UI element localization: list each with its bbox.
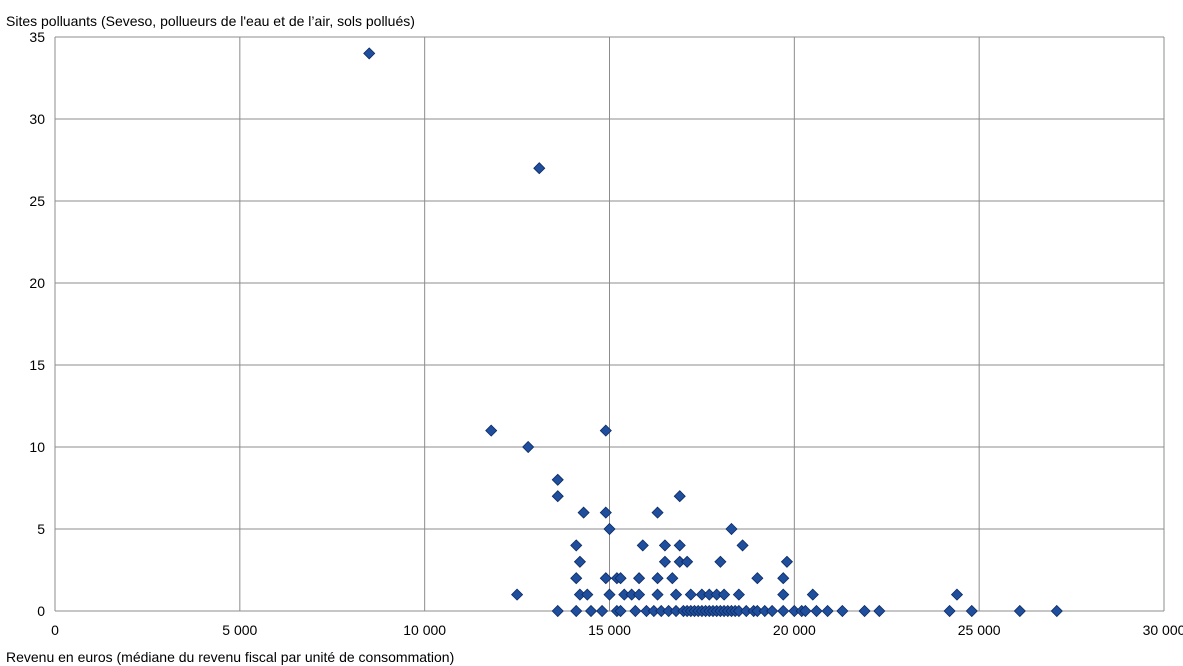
data-point [1050,604,1063,618]
data-point [633,572,646,585]
data-point [651,588,664,601]
x-axis-title: Revenu en euros (médiane du revenu fisca… [6,649,454,665]
x-tick-label: 0 [51,622,59,638]
x-tick-label: 10 000 [403,622,446,638]
data-point [551,604,564,618]
data-point [718,588,731,601]
data-point [806,588,819,601]
data-point [725,522,738,536]
data-point [673,490,686,503]
y-tick-label: 5 [37,521,45,537]
data-point [658,555,672,568]
grid-lines [54,36,1165,612]
data-point [684,588,697,601]
data-point [522,440,535,454]
data-points [363,47,1063,618]
data-point [810,604,823,618]
data-point [651,572,664,585]
data-point [777,572,790,585]
y-tick-label: 35 [29,29,45,45]
data-point [858,604,871,618]
data-point [629,604,642,618]
data-point [799,604,812,618]
data-point [599,506,612,519]
data-point [943,604,956,618]
y-tick-labels: 0 5 10 15 20 25 30 35 [29,29,45,619]
data-point [603,588,616,601]
y-tick-label: 15 [29,357,45,373]
y-tick-label: 0 [37,603,45,619]
data-point [596,604,609,618]
x-tick-label: 15 000 [588,622,631,638]
data-point [581,588,594,601]
x-tick-label: 30 000 [1143,622,1183,638]
data-point [570,572,583,585]
y-tick-label: 25 [29,193,45,209]
y-tick-label: 30 [29,111,45,127]
data-point [599,424,612,437]
data-point [766,604,779,618]
data-point [636,539,649,552]
data-point [603,522,616,536]
data-point [633,588,646,601]
data-point [614,604,627,618]
data-point [573,555,586,568]
data-point [570,539,583,552]
data-point [551,473,564,486]
y-axis-title: Sites polluants (Seveso, pollueurs de l'… [6,13,415,29]
data-point [673,539,686,552]
data-point [777,588,790,601]
x-tick-labels: 0 5 000 10 000 15 000 20 000 25 000 30 000 [51,622,1183,638]
data-point [821,604,834,618]
data-point [777,604,790,618]
data-point [732,588,745,601]
y-tick-label: 20 [29,275,45,291]
data-point [836,604,849,618]
data-point [533,162,546,175]
data-point [1013,604,1026,618]
data-point [363,47,376,60]
data-point [873,604,886,618]
data-point [669,588,683,601]
data-point [485,424,498,437]
data-point [614,572,627,585]
x-tick-label: 5 000 [222,622,257,638]
x-tick-label: 25 000 [958,622,1001,638]
x-tick-label: 20 000 [773,622,816,638]
data-point [584,604,598,618]
data-point [666,572,679,585]
data-point [577,506,590,519]
data-point [714,555,727,568]
y-tick-label: 10 [29,439,45,455]
data-point [570,604,583,618]
data-point [736,539,749,552]
data-point [681,555,694,568]
data-point [780,555,794,568]
data-point [950,588,964,601]
data-point [965,604,978,618]
data-point [511,588,524,601]
data-point [599,572,612,585]
data-point [658,539,672,552]
data-point [551,490,564,503]
data-point [751,572,764,585]
data-point [651,506,664,519]
